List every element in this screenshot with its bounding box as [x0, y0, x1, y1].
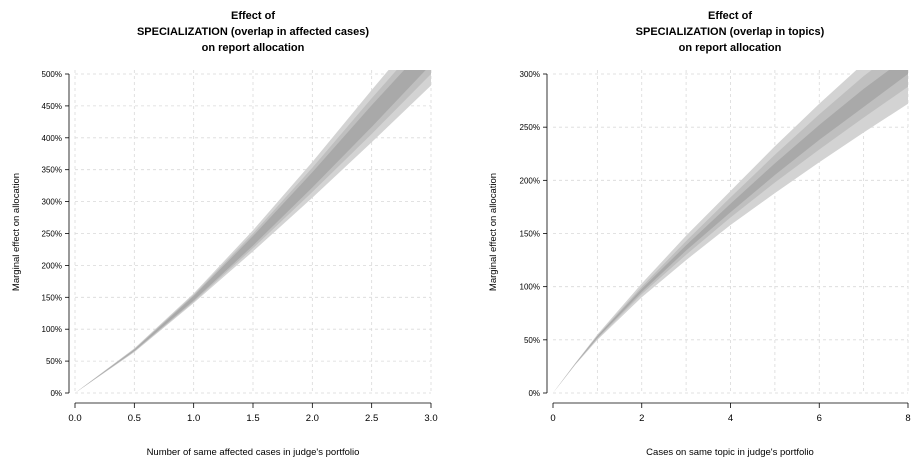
- x-axis-title: Number of same affected cases in judge's…: [147, 447, 360, 458]
- x-tick-label: 8: [905, 413, 910, 424]
- y-axis-title: Marginal effect on allocation: [488, 173, 499, 291]
- confidence-band-3: [75, 70, 426, 393]
- confidence-band-1: [553, 70, 908, 393]
- y-tick-label: 300%: [42, 198, 62, 207]
- y-tick-label: 150%: [520, 230, 540, 239]
- y-tick-label: 50%: [46, 357, 62, 366]
- x-tick-label: 6: [817, 413, 822, 424]
- chart-title-line-2: SPECIALIZATION (overlap in topics): [636, 26, 825, 38]
- x-tick-label: 3.0: [424, 413, 437, 424]
- y-tick-label: 250%: [42, 230, 62, 239]
- x-tick-label: 2: [639, 413, 644, 424]
- y-tick-label: 200%: [520, 176, 540, 185]
- chart-specialization-affected-cases: Effect of SPECIALIZATION (overlap in aff…: [11, 10, 438, 458]
- x-tick-label: 0.0: [68, 413, 81, 424]
- y-axis-title: Marginal effect on allocation: [11, 173, 22, 291]
- y-tick-label: 100%: [42, 325, 62, 334]
- x-tick-label: 0: [550, 413, 555, 424]
- x-tick-label: 0.5: [128, 413, 141, 424]
- confidence-band-1: [75, 70, 431, 393]
- x-tick-label: 1.0: [187, 413, 200, 424]
- x-tick-label: 1.5: [246, 413, 259, 424]
- chart-title-line-1: Effect of: [708, 10, 752, 22]
- chart-title-line-1: Effect of: [231, 10, 275, 22]
- y-tick-label: 0%: [528, 389, 540, 398]
- confidence-band-2: [553, 70, 908, 393]
- y-tick-label: 500%: [42, 70, 62, 79]
- y-tick-label: 50%: [524, 336, 540, 345]
- chart-title-line-3: on report allocation: [202, 42, 305, 54]
- x-tick-label: 2.5: [365, 413, 378, 424]
- chart-specialization-topics: Effect of SPECIALIZATION (overlap in top…: [488, 10, 911, 458]
- x-axis-title: Cases on same topic in judge's portfolio: [646, 447, 814, 458]
- y-tick-label: 300%: [520, 70, 540, 79]
- chart-title-line-3: on report allocation: [679, 42, 782, 54]
- y-tick-label: 250%: [520, 123, 540, 132]
- y-tick-label: 150%: [42, 293, 62, 302]
- y-tick-label: 200%: [42, 261, 62, 270]
- x-tick-label: 4: [728, 413, 733, 424]
- x-tick-label: 2.0: [306, 413, 319, 424]
- chart-title-line-2: SPECIALIZATION (overlap in affected case…: [137, 26, 369, 38]
- y-tick-label: 100%: [520, 283, 540, 292]
- y-tick-label: 0%: [50, 389, 62, 398]
- y-tick-label: 400%: [42, 134, 62, 143]
- y-tick-label: 350%: [42, 166, 62, 175]
- y-tick-label: 450%: [42, 102, 62, 111]
